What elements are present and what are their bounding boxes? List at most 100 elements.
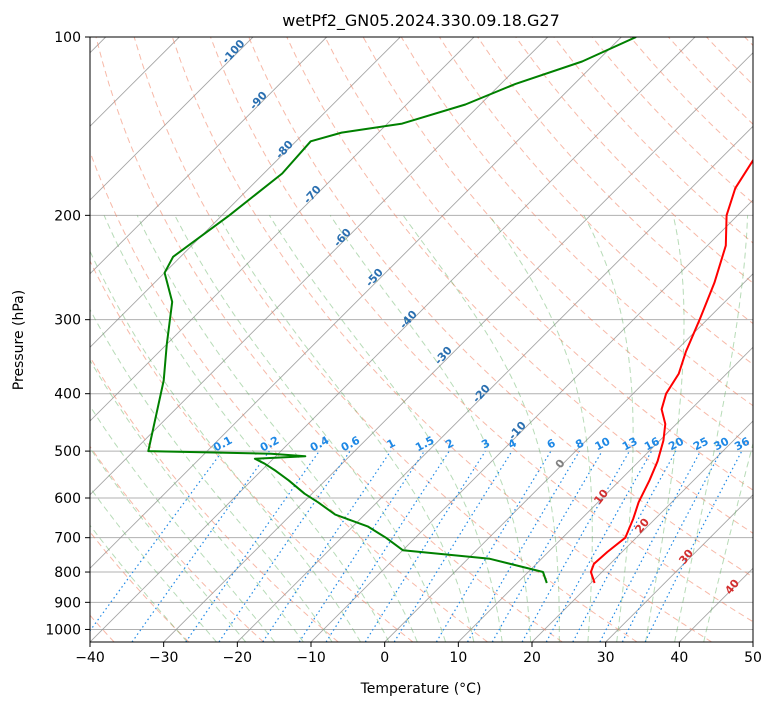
x-tick-label: −40	[75, 650, 105, 666]
x-tick-label: 10	[449, 650, 467, 666]
x-axis: −40 −30 −20 −10 0 10 20 30 40 50	[75, 642, 762, 666]
moist-adiabat-line	[136, 215, 418, 642]
dry-adiabat-line	[90, 356, 339, 642]
moist-adiabat-line	[90, 250, 362, 642]
x-tick-label: 40	[670, 650, 688, 666]
isotherm-line	[752, 641, 753, 642]
isotherm-line	[163, 52, 753, 642]
dry-adiabat-label: -100	[219, 37, 247, 66]
x-axis-label: Temperature (°C)	[360, 681, 482, 697]
isotherm-line	[90, 37, 401, 348]
isotherm-line	[531, 420, 753, 642]
dry-adiabat-line	[706, 37, 753, 86]
moist-adiabat-label: 20	[632, 516, 652, 536]
mixing-ratio-label: 36	[732, 435, 752, 454]
moist-adiabat-label: 30	[676, 547, 696, 567]
mixing-ratio-line	[90, 450, 223, 632]
moist-adiabat-line	[583, 215, 634, 642]
mixing-ratio-line	[218, 450, 351, 642]
mixing-ratio-line	[644, 450, 743, 642]
dry-adiabat-line	[553, 37, 753, 244]
moist-adiabat-line	[90, 486, 217, 642]
moist-adiabat-line	[329, 215, 532, 642]
dry-adiabat-line	[95, 37, 563, 642]
dry-adiabat-label: -90	[247, 89, 270, 113]
mixing-ratio-line	[325, 450, 450, 642]
moist-adiabat-line	[174, 215, 447, 642]
dry-adiabat-label: -40	[397, 308, 420, 332]
y-tick-label: 400	[54, 387, 81, 403]
mixing-ratio-line	[545, 450, 653, 642]
mixing-ratio-line	[393, 450, 513, 642]
x-tick-label: 50	[744, 650, 762, 666]
dry-adiabat-line	[324, 37, 753, 491]
dry-adiabat-line	[133, 37, 638, 642]
moist-adiabat-line	[90, 524, 188, 642]
dry-adiabat-label: -60	[331, 226, 354, 250]
mixing-ratio-line	[262, 450, 392, 642]
mixing-ratio-label: 25	[691, 435, 711, 454]
moist-adiabat-line	[402, 215, 560, 642]
mixing-ratio-line	[131, 450, 270, 642]
moist-adiabat-line	[645, 215, 685, 642]
dry-adiabat-line	[90, 531, 190, 642]
moist-adiabat-label: 10	[591, 487, 611, 507]
moist-adiabat-line	[90, 359, 304, 642]
moist-adiabat-line	[217, 215, 475, 642]
y-tick-label: 200	[54, 208, 81, 224]
temperature-profile-line	[589, 158, 753, 584]
mixing-ratio-line	[466, 450, 580, 642]
y-tick-label: 100	[54, 30, 81, 46]
isotherm-line	[90, 37, 328, 275]
mixing-ratio-label: 6	[545, 436, 558, 451]
dewpoint-profile-line	[147, 37, 637, 584]
y-tick-label: 600	[54, 491, 81, 507]
y-tick-label: 800	[54, 565, 81, 581]
background-lines	[90, 37, 753, 642]
dry-adiabat-line	[90, 445, 264, 642]
series-lines	[147, 37, 753, 584]
dry-adiabat-label: -80	[273, 138, 296, 162]
dry-adiabat-line	[744, 37, 753, 47]
mixing-ratio-label: 13	[620, 435, 640, 454]
dry-adiabat-label: -20	[470, 382, 493, 406]
y-tick-label: 900	[54, 595, 81, 611]
moist-adiabat-line	[268, 215, 503, 642]
mixing-ratio-line	[364, 450, 486, 642]
mixing-ratio-label: 8	[573, 436, 586, 451]
isotherm-line	[90, 37, 475, 422]
y-tick-label: 300	[54, 313, 81, 329]
moist-adiabat-line	[90, 405, 276, 642]
moist-adiabat-line	[674, 215, 749, 642]
moist-adiabat-label: 0	[553, 457, 568, 471]
mixing-ratio-label: 10	[593, 434, 613, 453]
mixing-ratio-line	[298, 450, 425, 642]
y-tick-label: 700	[54, 531, 81, 547]
mixing-ratio-label: 30	[712, 435, 732, 454]
dry-adiabat-label: -30	[432, 344, 455, 368]
isotherm-line	[90, 37, 622, 569]
x-tick-label: −30	[149, 650, 179, 666]
chart-title: wetPf2_GN05.2024.330.09.18.G27	[282, 11, 560, 31]
x-tick-label: 0	[380, 650, 389, 666]
x-tick-label: −20	[223, 650, 253, 666]
y-tick-label: 500	[54, 444, 81, 460]
x-tick-label: 30	[597, 650, 615, 666]
isotherm-line	[90, 37, 549, 496]
x-tick-label: −10	[296, 650, 326, 666]
moist-adiabat-line	[488, 215, 593, 642]
mixing-ratio-line	[185, 450, 320, 642]
dry-adiabat-label: -50	[363, 266, 386, 290]
mixing-ratio-label: 16	[642, 435, 662, 454]
mixing-ratio-label: 3	[479, 436, 492, 451]
dry-adiabat-line	[515, 37, 753, 284]
y-tick-label: 1000	[45, 622, 81, 638]
moist-adiabat-line	[103, 215, 390, 642]
y-axis: 100 200 300 400 500 600 700 800 900 1000	[45, 30, 90, 638]
dry-adiabat-line	[248, 37, 753, 578]
x-tick-label: 20	[523, 650, 541, 666]
moist-adiabat-line	[703, 441, 753, 642]
isotherm-line	[90, 37, 696, 642]
dry-adiabat-line	[210, 37, 753, 623]
